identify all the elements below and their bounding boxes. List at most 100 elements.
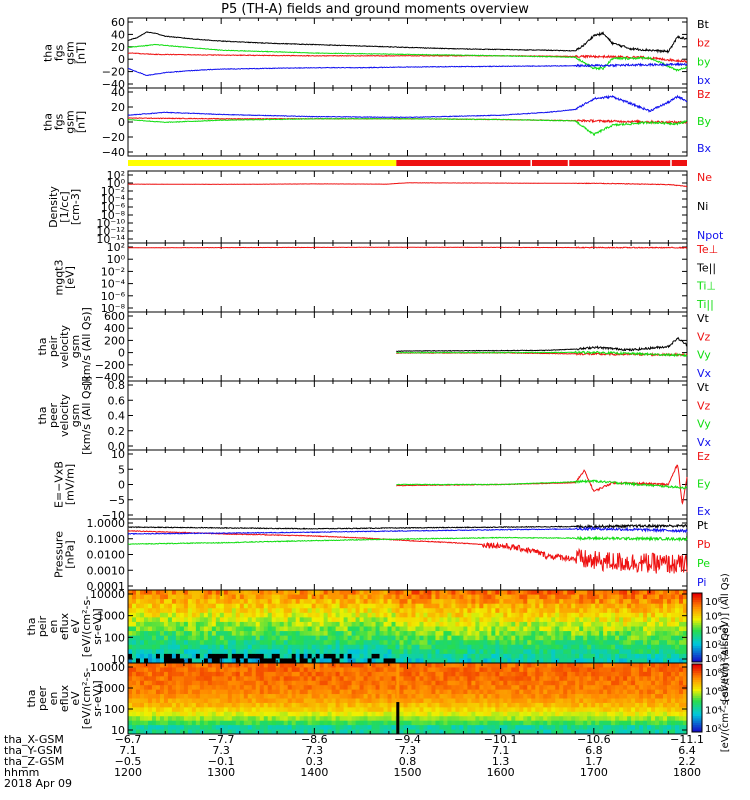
- spec-cell: [335, 720, 341, 726]
- spec-cell: [335, 711, 341, 717]
- spec-cell: [603, 716, 608, 722]
- spec-cell: [239, 626, 245, 632]
- spec-cell: [451, 702, 456, 708]
- spec-cell: [611, 711, 616, 717]
- spec-cell: [463, 711, 468, 717]
- spec-cell: [367, 635, 372, 641]
- spec-cell: [391, 676, 396, 682]
- spec-cell: [487, 689, 492, 695]
- spec-cell: [583, 653, 588, 659]
- spec-cell: [299, 720, 305, 726]
- spec-cell: [547, 694, 552, 699]
- spec-cell: [259, 658, 265, 664]
- spec-cell: [235, 729, 241, 735]
- spec-cell: [403, 590, 408, 595]
- spec-cell: [423, 626, 428, 632]
- spec-cell: [647, 626, 652, 632]
- spec-cell: [559, 594, 564, 600]
- spec-cell: [367, 711, 372, 717]
- spec-cell: [495, 644, 500, 650]
- spec-cell: [303, 631, 309, 637]
- spec-cell: [603, 702, 608, 708]
- spec-cell: [547, 631, 552, 637]
- y-axis-label: tha: [25, 617, 38, 635]
- spec-cell: [559, 644, 564, 650]
- y-tick-label: 10⁻⁶: [101, 201, 126, 214]
- spec-cell: [139, 649, 145, 655]
- spec-cell: [447, 698, 452, 704]
- spec-cell: [299, 707, 305, 713]
- spec-cell: [643, 612, 648, 618]
- spec-cell: [128, 663, 133, 668]
- spec-cell: [227, 711, 233, 717]
- spec-cell: [491, 676, 496, 682]
- spec-cell: [491, 621, 496, 627]
- spec-cell: [507, 658, 512, 664]
- spec-cell: [155, 612, 161, 618]
- spec-cell: [323, 635, 329, 641]
- spec-cell: [199, 644, 205, 650]
- spec-cell: [219, 663, 225, 668]
- spec-cell: [535, 608, 540, 614]
- spec-cell: [551, 626, 556, 632]
- spec-cell: [399, 612, 404, 618]
- spec-cell: [295, 716, 301, 722]
- spec-cell: [503, 689, 508, 695]
- spec-cell: [407, 640, 412, 646]
- spec-cell: [415, 680, 420, 686]
- spec-cell: [239, 649, 245, 655]
- spec-cell: [211, 720, 217, 726]
- spec-cell: [219, 649, 225, 655]
- spec-cell: [587, 626, 592, 632]
- spec-cell: [447, 676, 452, 682]
- spec-cell: [275, 667, 281, 673]
- spec-cell: [643, 594, 648, 600]
- spec-cell: [567, 663, 572, 668]
- spec-cell: [423, 685, 428, 691]
- spec-cell: [487, 667, 492, 673]
- spec-cell: [659, 599, 664, 605]
- y-tick-label: −20: [102, 131, 125, 144]
- spec-cell: [387, 653, 392, 659]
- spec-cell: [543, 716, 548, 722]
- spec-cell: [135, 621, 141, 627]
- spec-cell: [339, 729, 345, 735]
- spec-cell: [255, 694, 261, 699]
- spec-cell: [183, 663, 189, 668]
- spec-cell: [623, 653, 628, 659]
- spec-cell: [411, 653, 416, 659]
- spec-cell: [191, 653, 197, 659]
- spec-cell: [411, 635, 416, 641]
- spec-cell: [219, 702, 225, 708]
- spec-cell: [371, 617, 376, 623]
- spec-cell: [215, 716, 221, 722]
- spec-cell: [375, 617, 380, 623]
- spec-cell: [351, 594, 356, 600]
- spec-cell: [515, 617, 520, 623]
- spec-cell: [359, 653, 364, 659]
- spec-cell: [575, 640, 580, 646]
- y-tick-label: −20: [102, 66, 125, 79]
- spec-cell: [367, 621, 372, 627]
- spec-cell: [347, 676, 352, 682]
- spec-cell: [571, 702, 576, 708]
- spec-cell: [543, 608, 548, 614]
- legend-Pi: Pi: [697, 576, 706, 589]
- spec-cell: [463, 590, 468, 595]
- spec-cell: [315, 663, 321, 668]
- y-axis-label: [km/s (All Qs)]: [80, 307, 93, 386]
- spec-cell: [591, 671, 596, 677]
- spec-cell: [443, 716, 448, 722]
- spec-cell: [539, 720, 544, 726]
- spec-cell: [443, 626, 448, 632]
- spec-cell: [635, 631, 640, 637]
- spec-cell: [151, 649, 157, 655]
- spec-cell: [655, 626, 660, 632]
- spec-cell: [243, 640, 249, 646]
- spec-cell: [559, 716, 564, 722]
- spec-cell: [147, 720, 153, 726]
- spec-cell: [131, 685, 137, 691]
- spec-cell: [283, 649, 289, 655]
- spec-cell: [543, 653, 548, 659]
- spec-cell: [303, 698, 309, 704]
